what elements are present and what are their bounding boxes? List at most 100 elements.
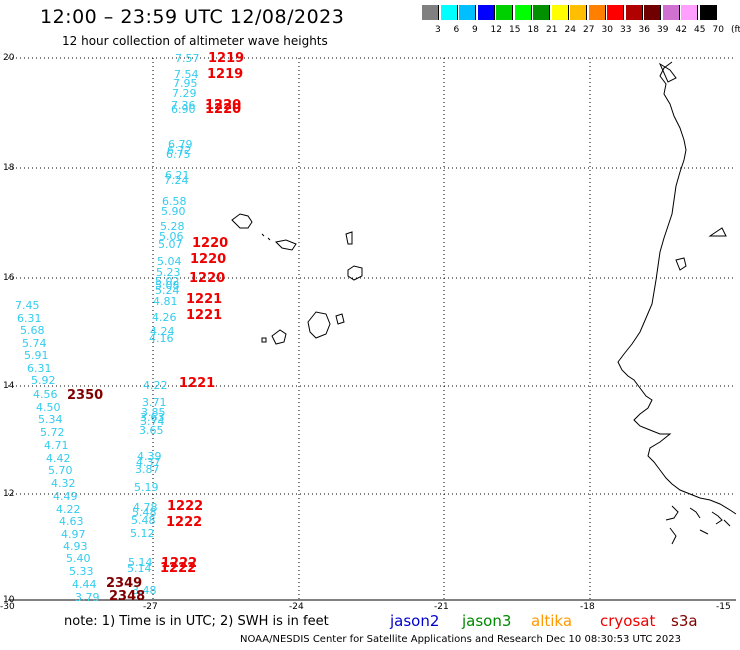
pass-time-label: 1221 [186, 292, 223, 307]
wave-height-value: 4.16 [149, 332, 174, 345]
island-sal [345, 231, 353, 245]
island-sao-nicolau [274, 239, 297, 251]
scale-label: 3 [435, 25, 441, 35]
island-dot-1 [261, 233, 271, 241]
wave-height-value: 5.07 [158, 238, 183, 251]
wave-height-value: 5.72 [40, 426, 65, 439]
wave-height-value: 4.22 [56, 503, 81, 516]
scale-label: 39 [657, 25, 669, 35]
pass-time-label: 1221 [186, 308, 223, 323]
satellite-legend-jason2: jason2 [390, 612, 440, 630]
latitude-label: 20 [3, 53, 15, 63]
africa-coastline [617, 61, 737, 515]
wave-height-value: 4.32 [51, 477, 76, 490]
scale-swatch [625, 5, 643, 20]
scale-swatch [699, 5, 717, 20]
wave-height-value: 3.65 [139, 424, 164, 437]
latitude-label: 10 [3, 595, 15, 605]
scale-swatch [422, 5, 439, 20]
wave-height-value: 7.54 [174, 68, 199, 81]
scale-swatch [514, 5, 532, 20]
wave-height-value: 5.12 [130, 527, 155, 540]
wave-height-value: 5.92 [31, 374, 56, 387]
island-maio [335, 313, 345, 325]
scale-label: 15 [509, 25, 521, 35]
wave-height-value: 6.79 [168, 138, 193, 151]
pass-time-label: 1220 [189, 271, 226, 286]
wave-height-value: 5.34 [38, 413, 63, 426]
wave-height-value: 4.37 [136, 456, 161, 469]
coastline-islands-south [665, 505, 731, 545]
wave-height-value: 5.48 [132, 506, 157, 519]
pass-time-label: 1222 [167, 499, 204, 514]
pass-time-label: 1222 [160, 561, 197, 576]
pass-time-label: 1222 [161, 556, 198, 571]
coastline-notch-1 [658, 62, 677, 83]
coastline [231, 61, 737, 545]
wave-height-value: 3.79 [75, 591, 100, 604]
pass-time-label: 2350 [67, 388, 104, 403]
latitude-label: 16 [3, 273, 15, 283]
scale-label: 18 [527, 25, 539, 35]
scale-label: 24 [564, 25, 576, 35]
wave-height-value: 6.21 [165, 169, 190, 182]
wave-height-value: 4.97 [61, 528, 86, 541]
scale-label: 36 [638, 25, 650, 35]
scale-swatch [477, 5, 495, 20]
island-santo-antao [231, 213, 253, 229]
scale-swatch [681, 5, 698, 20]
pass-time-label: 1221 [179, 376, 216, 391]
page-title: 12:00 – 23:59 UTC 12/08/2023 [40, 6, 345, 28]
wave-height-value: 4.24 [150, 325, 175, 338]
wave-height-value: 3.85 [141, 406, 166, 419]
pass-time-label: 1220 [192, 236, 229, 251]
wave-height-value: 5.68 [20, 324, 45, 337]
wave-height-value: 4.50 [36, 401, 61, 414]
pass-time-label: 1220 [205, 98, 242, 113]
wave-height-value: 7.57 [175, 52, 200, 65]
wave-height-value: 7.29 [172, 87, 197, 100]
scale-swatch [440, 5, 458, 20]
wave-height-value: 5.08 [155, 279, 180, 292]
scale-label: 42 [675, 25, 687, 35]
scale-swatch [459, 5, 476, 20]
island-fogo [271, 329, 287, 345]
wave-height-value: 6.58 [162, 195, 187, 208]
wave-height-value: 4.93 [63, 540, 88, 553]
pass-time-label: 1222 [166, 515, 203, 530]
satellite-legend-cryosat: cryosat [600, 612, 656, 630]
units-note: note: 1) Time is in UTC; 2) SWH is in fe… [64, 614, 329, 629]
pass-time-label: 2349 [106, 576, 143, 591]
longitude-label: -21 [434, 602, 449, 612]
scale-label: (ft) [731, 25, 740, 35]
scale-label: 45 [694, 25, 706, 35]
wave-height-value: 5.23 [156, 266, 181, 279]
longitude-label: -18 [580, 602, 595, 612]
scale-swatch [551, 5, 569, 20]
wave-height-value: 5.04 [157, 255, 182, 268]
wave-height-value: 4.49 [53, 490, 78, 503]
wave-height-value: 3.63 [140, 411, 165, 424]
wave-height-value: 3.48 [132, 584, 157, 597]
map-subtitle: 12 hour collection of altimeter wave hei… [62, 34, 328, 48]
credit-footer: NOAA/NESDIS Center for Satellite Applica… [240, 634, 682, 645]
wave-height-value: 5.70 [48, 464, 73, 477]
island-boa-vista [347, 265, 363, 281]
longitude-label: -30 [0, 602, 15, 612]
scale-swatch [588, 5, 606, 20]
longitude-label: -15 [716, 602, 731, 612]
island-santiago [307, 311, 331, 339]
scale-swatch [662, 5, 680, 20]
wave-height-value: 3.74 [140, 415, 165, 428]
pass-time-label: 1220 [205, 102, 242, 117]
pass-time-label: 2348 [109, 589, 146, 604]
wave-height-value: 5.33 [69, 565, 94, 578]
wave-height-value: 5.40 [66, 552, 91, 565]
graticule [8, 57, 736, 600]
latitude-label: 18 [3, 163, 15, 173]
wave-height-value: 7.45 [15, 299, 40, 312]
scale-swatch [607, 5, 624, 20]
wave-height-value: 4.22 [143, 379, 168, 392]
satellite-legend-jason3: jason3 [462, 612, 512, 630]
